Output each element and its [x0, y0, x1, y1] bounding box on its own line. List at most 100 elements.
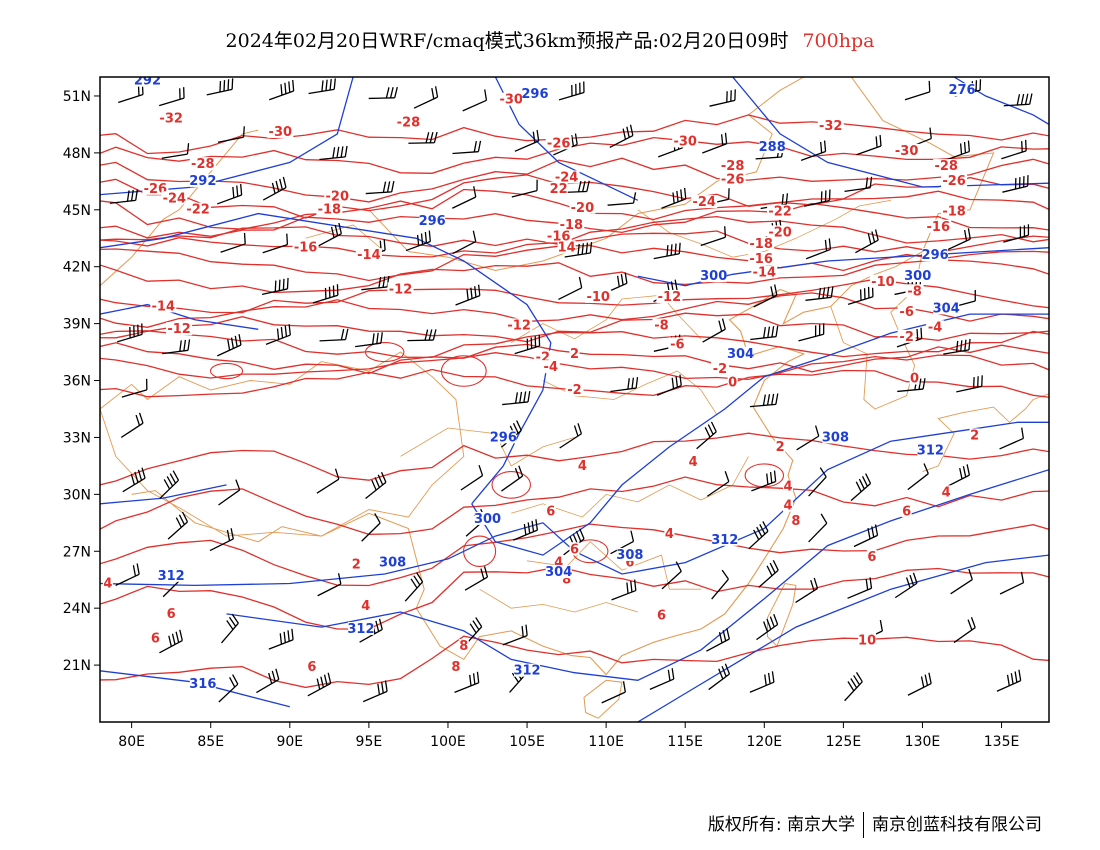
contour-label-bg: [869, 274, 896, 288]
wind-barb-feather: [286, 233, 289, 245]
temperature-label: -6: [670, 337, 684, 352]
temperature-label: -28: [934, 159, 958, 174]
wind-barb-feather: [1021, 427, 1025, 439]
wind-barb: [702, 318, 726, 343]
wind-barb-feather: [820, 513, 828, 524]
wind-barb-feather: [531, 520, 535, 532]
contour-label-bg: [616, 547, 643, 561]
wind-barb: [844, 176, 873, 193]
isotherm-line: [100, 330, 1049, 359]
wind-barb: [221, 613, 239, 644]
temperature-label: -8: [654, 318, 668, 333]
wind-barb-feather: [243, 232, 246, 244]
wind-barb-feather: [279, 178, 283, 190]
wind-barb-feather: [1025, 139, 1027, 151]
wind-barb: [748, 521, 769, 550]
contour-label-bg: [767, 225, 794, 239]
wind-barb-feather: [291, 628, 294, 640]
lat-tick-label: 48N: [63, 146, 91, 162]
wind-barb-feather: [867, 233, 872, 245]
contour-label-bg: [150, 299, 177, 313]
wind-barb-feather: [235, 479, 241, 491]
wind-barb-feather: [874, 229, 879, 241]
wind-barb-feather: [424, 329, 429, 341]
temperature-label: -26: [721, 172, 745, 187]
wind-barb-feather: [1014, 671, 1018, 683]
wind-barb: [452, 230, 477, 255]
map-title: 2024年02月20日WRF/cmaq模式36km预报产品:02月20日09时 7…: [0, 26, 1100, 53]
footer: 版权所有: 南京大学 南京创蓝科技有限公司: [708, 810, 1042, 838]
contour-label-bg: [719, 159, 746, 173]
contour-label-bg: [569, 346, 580, 360]
wind-barb-staff: [850, 482, 871, 502]
wind-barb: [217, 126, 245, 143]
wind-barb-feather: [814, 425, 820, 437]
wind-barb-feather: [922, 378, 926, 390]
wind-barb-feather: [535, 519, 539, 531]
wind-barb-feather: [470, 287, 473, 299]
wind-barb-feather: [474, 286, 477, 298]
wind-barb-staff: [855, 239, 879, 254]
wind-barb-feather: [1010, 673, 1014, 685]
wind-barb-staff: [209, 538, 234, 552]
height-label: 312: [158, 569, 185, 584]
border-line: [583, 679, 623, 719]
wind-barb: [464, 566, 489, 591]
wind-barb: [850, 473, 872, 502]
contour-label-bg: [858, 633, 877, 647]
wind-barb-feather: [824, 239, 828, 251]
wind-barb-feather: [484, 89, 488, 101]
wind-barb-staff: [553, 143, 578, 156]
wind-barb-feather: [710, 421, 717, 433]
wind-barb: [553, 133, 578, 156]
contour-label-bg: [866, 549, 877, 563]
wind-barb: [513, 519, 539, 541]
wind-barb-feather: [527, 390, 531, 403]
wind-barb-feather: [771, 393, 775, 405]
wind-barb-feather: [374, 477, 381, 488]
contour-label-bg: [545, 504, 556, 518]
wind-barb: [610, 530, 635, 555]
contour-label-bg: [458, 639, 469, 653]
wind-barb-feather: [721, 666, 727, 677]
wind-barb-feather: [675, 561, 682, 572]
wind-barb-feather: [181, 511, 189, 523]
wind-barb-feather: [433, 131, 438, 143]
wind-barb: [804, 189, 831, 207]
wind-barb-feather: [960, 340, 963, 352]
contour-label-bg: [711, 532, 738, 546]
wind-barb-feather: [175, 631, 180, 643]
contour-label-bg: [668, 337, 687, 351]
wind-barb: [220, 232, 246, 253]
wind-barb: [268, 628, 294, 650]
wind-barb-staff: [511, 189, 538, 198]
contour-label-bg: [933, 301, 960, 315]
wind-barb-feather: [428, 230, 431, 242]
height-label: 304: [545, 565, 572, 580]
wind-barb: [268, 79, 295, 101]
wind-barb-feather: [967, 228, 971, 240]
wind-barb-feather: [275, 668, 280, 680]
wind-barb: [158, 87, 185, 107]
wind-barb-feather: [1006, 674, 1010, 686]
contour-label-bg: [185, 202, 212, 216]
contour-label-bg: [545, 136, 572, 150]
wind-barb: [217, 334, 242, 357]
wind-barb-feather: [920, 327, 923, 339]
wind-barb-feather: [626, 126, 630, 138]
wind-barb: [262, 233, 289, 254]
temperature-label: 4: [665, 527, 674, 542]
wind-barb-staff: [748, 530, 769, 550]
wind-barb-feather: [630, 530, 635, 542]
wind-barb-staff: [452, 240, 477, 255]
wind-barb-feather: [766, 565, 773, 576]
wind-barb-feather: [771, 326, 775, 338]
contour-label-bg: [790, 513, 801, 527]
wind-barb-feather: [316, 678, 321, 690]
wind-barb-feather: [762, 521, 769, 532]
temperature-label: -30: [269, 125, 293, 140]
isotherm-cell: [463, 535, 497, 568]
wind-barb-feather: [425, 132, 430, 144]
wind-barb: [609, 124, 634, 149]
wind-barb-feather: [759, 523, 766, 535]
